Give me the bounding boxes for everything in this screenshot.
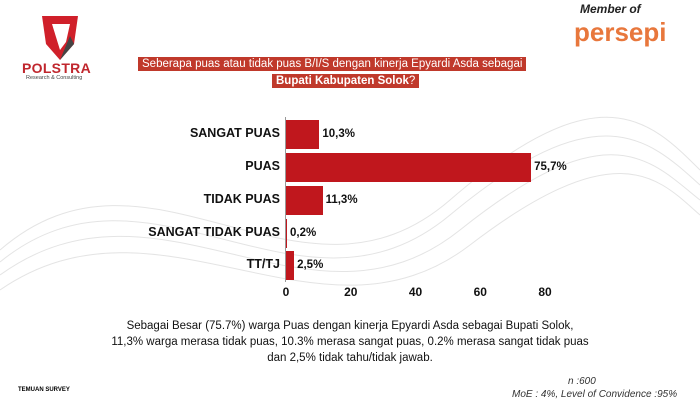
x-tick-label: 20 xyxy=(344,285,358,299)
data-label: 75,7% xyxy=(534,161,567,173)
logo-name: POLSTRA xyxy=(22,60,91,76)
polstra-logo xyxy=(42,16,78,60)
persepi-logo: persepi xyxy=(574,17,667,47)
data-label: 0,2% xyxy=(290,227,317,239)
sample-size: n :600 xyxy=(568,376,596,387)
data-label: 2,5% xyxy=(297,259,324,271)
margin-of-error: MoE : 4%, Level of Convidence :95% xyxy=(512,389,678,400)
question-line-1: Seberapa puas atau tidak puas B/I/S deng… xyxy=(138,57,527,71)
category-label: SANGAT PUAS xyxy=(189,126,280,140)
x-tick-label: 40 xyxy=(408,285,423,299)
category-label: SANGAT TIDAK PUAS xyxy=(148,225,280,239)
question-line-2: Bupati Kabupaten Solok? xyxy=(272,74,420,88)
category-label: TIDAK PUAS xyxy=(203,192,280,206)
data-label: 11,3% xyxy=(325,194,358,206)
question-bold: Bupati Kabupaten Solok xyxy=(276,75,409,87)
x-tick-label: 60 xyxy=(473,285,487,299)
question-mark: ? xyxy=(408,75,416,87)
bar xyxy=(286,219,287,248)
bar xyxy=(286,251,295,280)
x-tick-label: 0 xyxy=(282,285,290,299)
member-of-label: Member of xyxy=(580,2,641,16)
footer-temuan: TEMUAN SURVEY xyxy=(18,387,70,393)
summary-text: Sebagai Besar (75.7%) warga Puas dengan … xyxy=(111,320,589,364)
data-label: 10,3% xyxy=(322,128,355,140)
x-tick-label: 80 xyxy=(538,285,552,299)
logo-subtitle: Research & Consulting xyxy=(26,75,83,81)
category-label: PUAS xyxy=(245,159,280,173)
bar xyxy=(286,186,323,215)
category-label: TT/TJ xyxy=(246,257,280,271)
bar xyxy=(286,120,320,149)
y-axis-line xyxy=(285,117,286,282)
bar xyxy=(286,153,532,182)
